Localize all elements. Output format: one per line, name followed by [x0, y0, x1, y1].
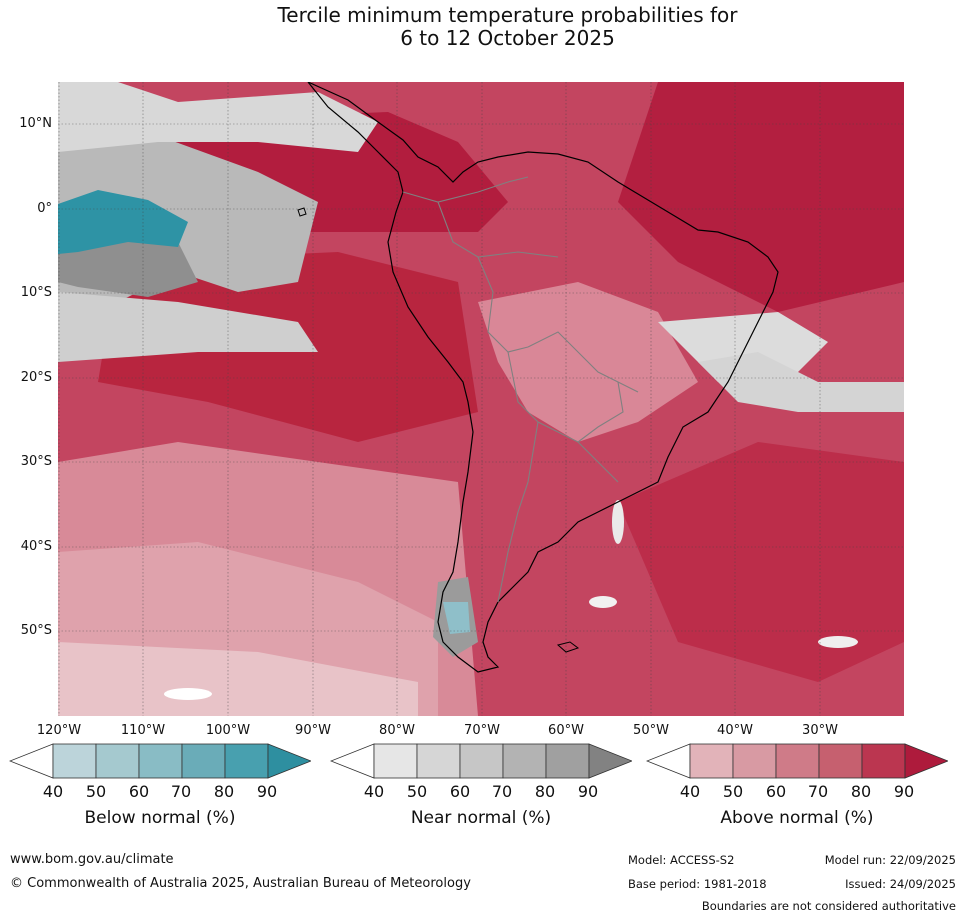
- colorbar-swatch: [689, 743, 734, 779]
- colorbar-near-label: Near normal (%): [410, 808, 552, 828]
- title-line-2: 6 to 12 October 2025: [400, 26, 615, 50]
- speck-4: [612, 500, 624, 544]
- lat-label: 0°: [37, 201, 52, 216]
- colorbar-swatch: [732, 743, 777, 779]
- tick-label: 90: [256, 782, 278, 801]
- tick-label: 40: [42, 782, 64, 801]
- lat-label: 20°S: [20, 370, 52, 385]
- lat-label: 30°S: [20, 454, 52, 469]
- lon-label: 80°W: [379, 723, 415, 738]
- speck-3: [818, 636, 858, 648]
- colorbar-swatch: [373, 743, 418, 779]
- lat-label: 50°S: [20, 623, 52, 638]
- lon-label: 100°W: [205, 723, 251, 738]
- colorbar-swatch-max: [904, 743, 948, 779]
- colorbar-swatch: [775, 743, 820, 779]
- colorbar-below-swatches: [9, 743, 311, 779]
- tick-label: 60: [449, 782, 471, 801]
- footer-model: Model: ACCESS-S2: [628, 853, 735, 867]
- chart-title: Tercile minimum temperature probabilitie…: [0, 4, 965, 50]
- tick-label: 80: [534, 782, 556, 801]
- colorbar-swatch: [95, 743, 140, 779]
- colorbar-swatch: [181, 743, 226, 779]
- tick-label: 60: [128, 782, 150, 801]
- colorbar-below: [9, 743, 311, 779]
- lon-label: 30°W: [802, 723, 838, 738]
- speck-1: [164, 688, 212, 700]
- footer-model-run: Model run: 22/09/2025: [824, 853, 956, 867]
- colorbar-above-swatches: [646, 743, 948, 779]
- tick-label: 60: [765, 782, 787, 801]
- footer-issued: Issued: 24/09/2025: [845, 877, 956, 891]
- field-south-pale: [58, 642, 418, 716]
- lon-label: 40°W: [717, 723, 753, 738]
- country-borders: [402, 176, 639, 603]
- lon-label: 70°W: [464, 723, 500, 738]
- tick-label: 50: [85, 782, 107, 801]
- tick-label: 50: [406, 782, 428, 801]
- probability-map: [58, 82, 904, 716]
- tick-label: 80: [850, 782, 872, 801]
- tick-label: 70: [807, 782, 829, 801]
- colorbar-swatch-min: [646, 743, 691, 779]
- lat-label: 10°N: [19, 116, 52, 131]
- footer-disclaimer: Boundaries are not considered authoritat…: [701, 899, 956, 913]
- lon-label: 110°W: [120, 723, 166, 738]
- field-dark-southeast: [618, 442, 904, 682]
- colorbar-swatch: [502, 743, 547, 779]
- colorbar-swatch: [861, 743, 906, 779]
- title-line-1: Tercile minimum temperature probabilitie…: [277, 3, 738, 27]
- colorbar-swatch-min: [9, 743, 54, 779]
- map-canvas: [58, 82, 904, 716]
- colorbar-near-swatches: [330, 743, 632, 779]
- colorbar-swatch: [138, 743, 183, 779]
- footer-base-period: Base period: 1981-2018: [628, 877, 767, 891]
- lat-label: 10°S: [20, 285, 52, 300]
- graticule: [58, 82, 904, 716]
- field-near-north: [58, 82, 378, 152]
- tick-label: 90: [577, 782, 599, 801]
- field-near-atlantic: [698, 352, 904, 412]
- coastline-south-america: [307, 82, 779, 673]
- colorbar-swatch: [52, 743, 97, 779]
- tick-label: 70: [170, 782, 192, 801]
- speck-2: [589, 596, 617, 608]
- field-dark-northeast: [618, 82, 904, 312]
- lon-label: 120°W: [36, 723, 82, 738]
- tick-label: 90: [893, 782, 915, 801]
- field-below-pacific: [58, 190, 188, 254]
- colorbar-swatch-min: [330, 743, 375, 779]
- tick-label: 80: [213, 782, 235, 801]
- lon-label: 50°W: [633, 723, 669, 738]
- lat-label: 40°S: [20, 539, 52, 554]
- colorbar-swatch: [818, 743, 863, 779]
- colorbar-below-label: Below normal (%): [84, 808, 236, 828]
- colorbar-above: [646, 743, 948, 779]
- tick-label: 50: [722, 782, 744, 801]
- colorbar-swatch-max: [588, 743, 632, 779]
- colorbar-swatch: [416, 743, 461, 779]
- colorbar-swatch: [459, 743, 504, 779]
- falklands-outline: [556, 641, 580, 653]
- lon-label: 90°W: [295, 723, 331, 738]
- footer-copyright: © Commonwealth of Australia 2025, Austra…: [10, 876, 471, 891]
- tick-label: 70: [491, 782, 513, 801]
- galapagos-outline: [297, 207, 307, 217]
- field-near-band: [58, 292, 318, 362]
- tick-label: 40: [679, 782, 701, 801]
- colorbar-swatch: [545, 743, 590, 779]
- colorbar-swatch: [224, 743, 269, 779]
- field-below-patagonia: [443, 602, 470, 634]
- footer-website: www.bom.gov.au/climate: [10, 852, 174, 867]
- lon-label: 60°W: [548, 723, 584, 738]
- colorbar-near: [330, 743, 632, 779]
- tick-label: 40: [363, 782, 385, 801]
- colorbar-swatch-max: [267, 743, 311, 779]
- colorbar-above-label: Above normal (%): [720, 808, 874, 828]
